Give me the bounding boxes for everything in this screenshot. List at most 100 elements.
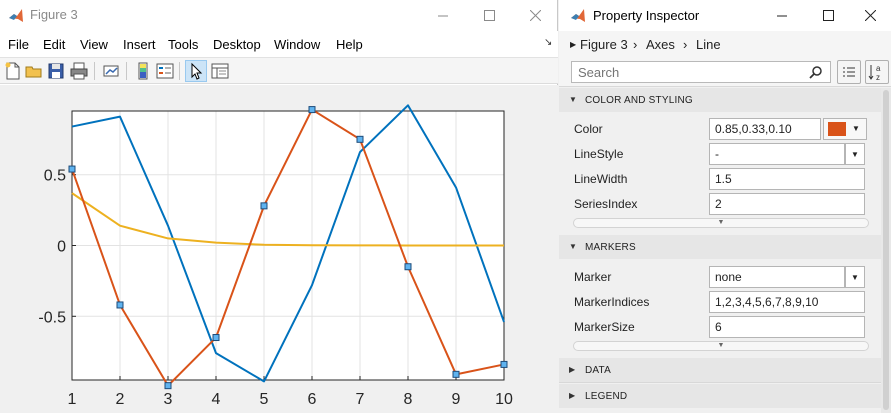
marker-value: none bbox=[715, 270, 742, 284]
maximize-icon bbox=[483, 10, 495, 21]
section-title: LEGEND bbox=[585, 391, 628, 402]
marker-dropdown-button[interactable]: ▼ bbox=[845, 266, 865, 288]
inspector-close-button[interactable] bbox=[847, 0, 891, 31]
color-swatch bbox=[828, 122, 846, 136]
axes[interactable]: 1 2 3 4 5 6 7 8 9 10 0.5 0 -0.5 bbox=[0, 85, 558, 413]
minimize-icon bbox=[776, 15, 787, 17]
save-icon[interactable] bbox=[46, 61, 66, 81]
selection-handle[interactable] bbox=[116, 301, 124, 309]
markerindices-field[interactable] bbox=[709, 291, 865, 313]
search-icon[interactable] bbox=[809, 65, 823, 79]
dock-arrow-icon[interactable]: ↘ bbox=[544, 37, 553, 48]
new-figure-icon[interactable] bbox=[3, 61, 23, 81]
x-tick-label: 6 bbox=[308, 391, 317, 408]
linewidth-label: LineWidth bbox=[574, 172, 628, 186]
menu-desktop[interactable]: Desktop bbox=[213, 37, 261, 52]
show-more-expander[interactable]: ▼ bbox=[573, 218, 869, 228]
selection-handle[interactable] bbox=[500, 360, 508, 368]
series-line-3[interactable] bbox=[71, 192, 504, 247]
figure-toolbar bbox=[0, 57, 558, 84]
marker-dropdown[interactable]: none bbox=[709, 266, 845, 288]
toolbar-separator bbox=[94, 62, 95, 80]
selection-handle[interactable] bbox=[452, 370, 460, 378]
open-file-icon[interactable] bbox=[24, 61, 44, 81]
inspector-content: ▼ COLOR AND STYLING Color ▼ LineStyle - … bbox=[559, 88, 881, 413]
minimize-button[interactable] bbox=[420, 0, 466, 31]
x-tick-label: 8 bbox=[404, 391, 413, 408]
svg-text:a: a bbox=[876, 64, 881, 73]
minimize-icon bbox=[437, 15, 448, 17]
search-input[interactable] bbox=[571, 61, 831, 83]
section-color-styling[interactable]: ▼ COLOR AND STYLING bbox=[559, 88, 881, 112]
expand-arrow-icon: ▶ bbox=[569, 391, 576, 400]
show-more-expander[interactable]: ▼ bbox=[573, 341, 869, 351]
x-tick-label: 4 bbox=[212, 391, 221, 408]
inspector-minimize-button[interactable] bbox=[759, 0, 805, 31]
selection-handle[interactable] bbox=[164, 382, 172, 390]
menu-help[interactable]: Help bbox=[336, 37, 363, 52]
edit-plot-button[interactable] bbox=[185, 60, 207, 82]
markersize-field[interactable] bbox=[709, 316, 865, 338]
maximize-button[interactable] bbox=[466, 0, 512, 31]
selection-handle[interactable] bbox=[404, 263, 412, 271]
menu-tools[interactable]: Tools bbox=[168, 37, 199, 52]
series-line-2[interactable] bbox=[71, 108, 505, 387]
inspector-title: Property Inspector bbox=[593, 8, 700, 23]
breadcrumb-axes[interactable]: Axes bbox=[646, 37, 675, 52]
collapse-arrow-icon: ▼ bbox=[569, 95, 578, 104]
close-icon bbox=[529, 10, 541, 21]
close-button[interactable] bbox=[512, 0, 558, 31]
breadcrumb-figure[interactable]: Figure 3 bbox=[580, 37, 628, 52]
linestyle-dropdown-button[interactable]: ▼ bbox=[845, 143, 865, 165]
breadcrumb-arrow-icon: ▶ bbox=[570, 40, 577, 49]
section-title: COLOR AND STYLING bbox=[585, 95, 693, 106]
collapse-arrow-icon: ▼ bbox=[569, 242, 578, 251]
x-tick-label: 1 bbox=[68, 391, 77, 408]
selection-handle[interactable] bbox=[212, 334, 220, 342]
insert-colorbar-icon[interactable] bbox=[133, 61, 153, 81]
figure-canvas: 1 2 3 4 5 6 7 8 9 10 0.5 0 -0.5 bbox=[0, 85, 558, 413]
matlab-logo-icon bbox=[571, 9, 585, 22]
series-line-1[interactable] bbox=[71, 104, 505, 383]
svg-text:z: z bbox=[876, 73, 880, 82]
selection-handle[interactable] bbox=[308, 106, 316, 114]
inspector-scrollbar[interactable] bbox=[881, 88, 891, 413]
color-picker-button[interactable]: ▼ bbox=[823, 118, 867, 140]
seriesindex-field[interactable] bbox=[709, 193, 865, 215]
color-field[interactable] bbox=[709, 118, 821, 140]
figure-titlebar: Figure 3 bbox=[0, 0, 557, 31]
breadcrumb-line[interactable]: Line bbox=[696, 37, 721, 52]
menu-edit[interactable]: Edit bbox=[43, 37, 66, 52]
section-data[interactable]: ▶ DATA bbox=[559, 358, 881, 382]
selection-handle[interactable] bbox=[68, 165, 76, 173]
linestyle-dropdown[interactable]: - bbox=[709, 143, 845, 165]
property-inspector-icon[interactable] bbox=[210, 61, 230, 81]
sort-alphabetical-button[interactable]: a z bbox=[865, 60, 889, 84]
x-tick-label: 5 bbox=[260, 391, 269, 408]
close-icon bbox=[864, 10, 876, 21]
inspector-maximize-button[interactable] bbox=[805, 0, 851, 31]
print-icon[interactable] bbox=[69, 61, 89, 81]
y-tick-label: -0.5 bbox=[38, 309, 66, 326]
selection-handle[interactable] bbox=[356, 135, 364, 143]
menu-view[interactable]: View bbox=[80, 37, 108, 52]
linewidth-field[interactable] bbox=[709, 168, 865, 190]
section-title: MARKERS bbox=[585, 242, 636, 253]
seriesindex-label: SeriesIndex bbox=[574, 197, 638, 211]
menu-window[interactable]: Window bbox=[274, 37, 321, 52]
menu-file[interactable]: File bbox=[8, 37, 29, 52]
sort-az-icon: a z bbox=[868, 64, 881, 82]
selection-handle[interactable] bbox=[260, 202, 268, 210]
section-markers[interactable]: ▼ MARKERS bbox=[559, 235, 881, 259]
insert-legend-icon[interactable] bbox=[155, 61, 175, 81]
group-properties-button[interactable] bbox=[837, 60, 861, 84]
breadcrumb: ▶ Figure 3 › Axes › Line bbox=[559, 31, 891, 57]
figure-menubar: File Edit View Insert Tools Desktop Wind… bbox=[0, 31, 558, 57]
menu-insert[interactable]: Insert bbox=[123, 37, 156, 52]
chevron-down-icon: ▼ bbox=[851, 272, 859, 282]
link-plot-icon[interactable] bbox=[101, 61, 121, 81]
section-legend[interactable]: ▶ LEGEND bbox=[559, 384, 881, 408]
series-lines[interactable] bbox=[68, 104, 508, 390]
scrollbar-thumb[interactable] bbox=[883, 90, 889, 410]
markerindices-label: MarkerIndices bbox=[574, 295, 650, 309]
